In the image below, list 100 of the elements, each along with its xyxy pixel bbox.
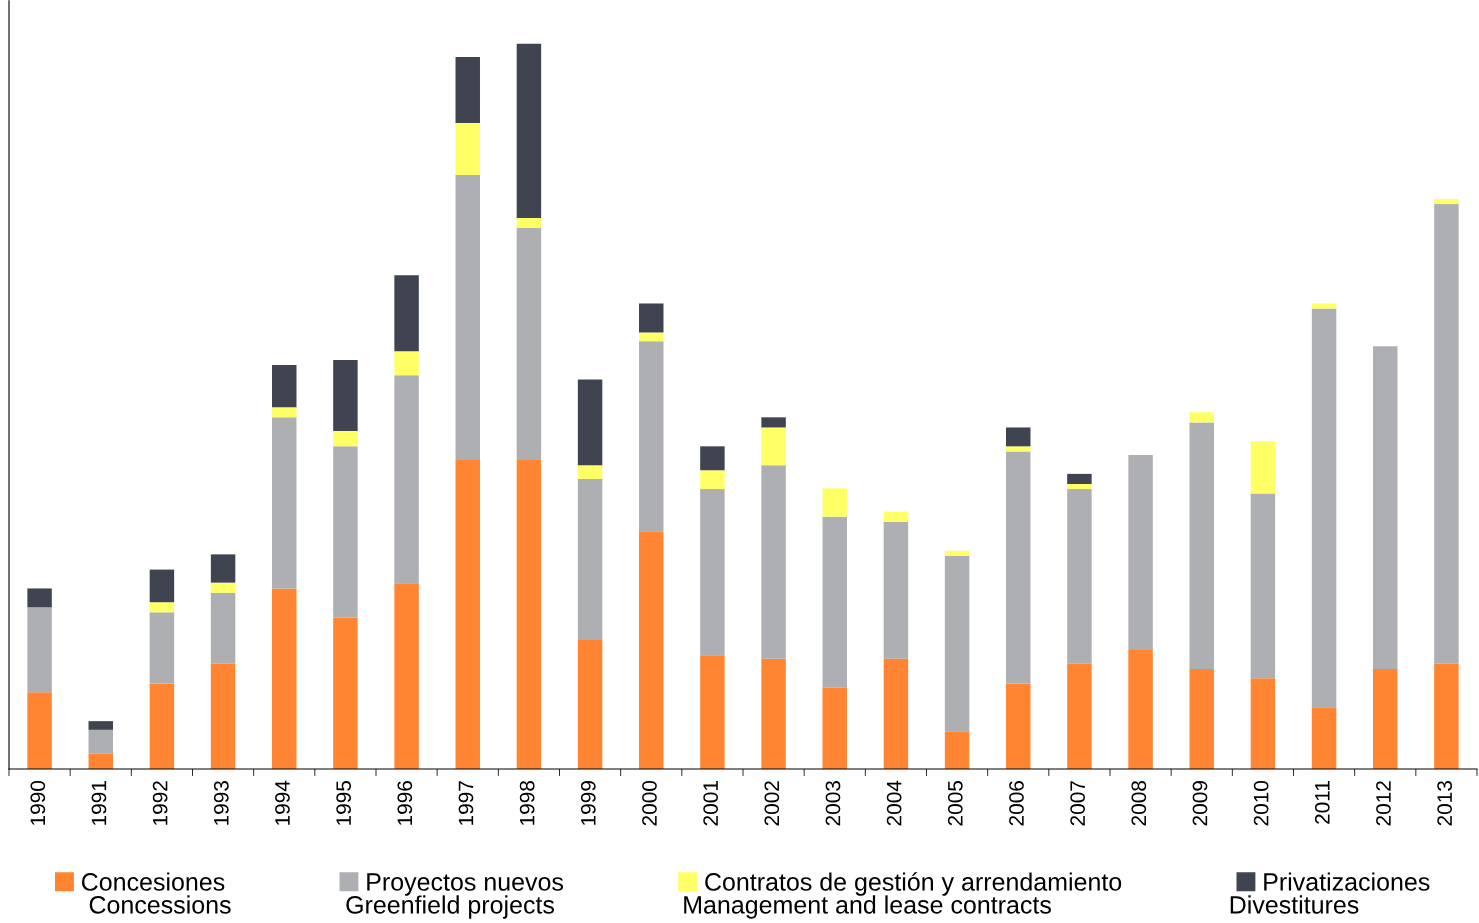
bar bbox=[27, 692, 52, 769]
bar bbox=[88, 753, 113, 769]
bar bbox=[700, 655, 725, 769]
bar bbox=[1373, 346, 1398, 669]
bar bbox=[1311, 707, 1337, 769]
bar bbox=[639, 332, 664, 342]
bar bbox=[516, 217, 542, 229]
legend-label: Contratos de gestión y arrendamiento bbox=[705, 872, 1122, 896]
x-tick-label: 2002 bbox=[764, 781, 780, 826]
bar bbox=[516, 43, 542, 218]
bar bbox=[272, 588, 297, 769]
bar bbox=[944, 550, 970, 556]
bar bbox=[1067, 484, 1092, 490]
bar bbox=[88, 729, 113, 754]
x-tick-label: 2011 bbox=[1314, 781, 1330, 824]
bar bbox=[1128, 455, 1153, 651]
bar bbox=[272, 407, 297, 418]
x-tick-label: 1990 bbox=[30, 780, 46, 825]
bar bbox=[455, 122, 480, 176]
bar bbox=[516, 228, 542, 461]
x-tick-label: 2012 bbox=[1376, 781, 1391, 826]
bar bbox=[210, 554, 236, 583]
bar bbox=[577, 639, 603, 769]
bar bbox=[1311, 303, 1337, 309]
x-tick-label: 1994 bbox=[275, 780, 290, 825]
x-tick-label: 2010 bbox=[1253, 780, 1269, 826]
bar bbox=[394, 375, 419, 584]
bar bbox=[944, 731, 970, 769]
bar bbox=[1250, 441, 1276, 494]
bar bbox=[1311, 308, 1337, 708]
bar bbox=[149, 683, 175, 769]
bar bbox=[944, 555, 970, 732]
bar bbox=[577, 465, 603, 479]
text: Management and lease contracts bbox=[684, 895, 1051, 919]
bar bbox=[333, 617, 358, 769]
x-tick-label: 1995 bbox=[336, 780, 352, 825]
bar bbox=[455, 460, 480, 769]
bar bbox=[883, 658, 909, 769]
bar bbox=[700, 489, 725, 656]
bar bbox=[639, 531, 664, 769]
bar bbox=[822, 516, 847, 688]
bar bbox=[210, 592, 236, 664]
bar bbox=[88, 721, 113, 730]
bar bbox=[761, 465, 786, 659]
bar bbox=[1434, 199, 1459, 205]
bar bbox=[1189, 412, 1214, 423]
x-tick-label: 2000 bbox=[642, 780, 657, 826]
bar bbox=[1067, 473, 1092, 485]
bar bbox=[1373, 668, 1398, 769]
bar bbox=[1434, 663, 1459, 769]
bar bbox=[1006, 683, 1031, 769]
bar bbox=[1250, 493, 1276, 679]
bar bbox=[1434, 204, 1459, 664]
bar bbox=[883, 521, 909, 659]
bar bbox=[210, 663, 236, 769]
x-tick-label: 2006 bbox=[1009, 781, 1024, 826]
bar bbox=[333, 446, 358, 618]
x-tick-label: 2013 bbox=[1437, 781, 1453, 826]
bar bbox=[1006, 451, 1031, 684]
bar bbox=[1006, 446, 1031, 452]
x-tick-label: 2004 bbox=[886, 780, 902, 826]
x-tick-label: 1992 bbox=[152, 781, 168, 825]
bar bbox=[883, 511, 909, 522]
bar bbox=[1006, 427, 1031, 447]
bar bbox=[333, 431, 358, 447]
x-tick-label: 1998 bbox=[519, 781, 535, 825]
bar bbox=[27, 588, 52, 608]
bar bbox=[577, 478, 603, 640]
bar bbox=[577, 379, 603, 466]
legend-label: Concesiones bbox=[81, 872, 225, 891]
x-tick-label: 1996 bbox=[397, 781, 413, 825]
x-tick-label: 2003 bbox=[825, 781, 841, 826]
bar bbox=[516, 460, 542, 769]
bar bbox=[1250, 678, 1276, 769]
bar bbox=[149, 602, 175, 613]
x-tick-label: 1999 bbox=[580, 781, 596, 825]
bar bbox=[639, 341, 664, 532]
text: Concessions bbox=[89, 895, 231, 914]
bar bbox=[761, 417, 786, 428]
bar bbox=[149, 569, 175, 603]
bar bbox=[27, 607, 52, 693]
bar bbox=[272, 417, 297, 589]
x-tick-label: 1997 bbox=[458, 781, 474, 825]
bar bbox=[1128, 650, 1153, 769]
bar bbox=[700, 470, 725, 490]
bar bbox=[700, 446, 725, 471]
bar bbox=[455, 56, 480, 123]
bar bbox=[1189, 422, 1214, 669]
x-tick-label: 2009 bbox=[1192, 781, 1208, 826]
bar bbox=[394, 351, 419, 376]
text: Divestitures bbox=[1230, 895, 1359, 914]
bar bbox=[761, 427, 786, 466]
bar bbox=[639, 303, 664, 333]
legend-label: Proyectos nuevos bbox=[367, 873, 564, 896]
bar bbox=[455, 175, 480, 461]
bar bbox=[1067, 663, 1092, 769]
bar bbox=[761, 658, 786, 769]
text: Greenfield projects bbox=[346, 895, 555, 919]
x-tick-label: 1991 bbox=[91, 781, 107, 825]
legend-label: Privatizaciones bbox=[1264, 872, 1430, 891]
